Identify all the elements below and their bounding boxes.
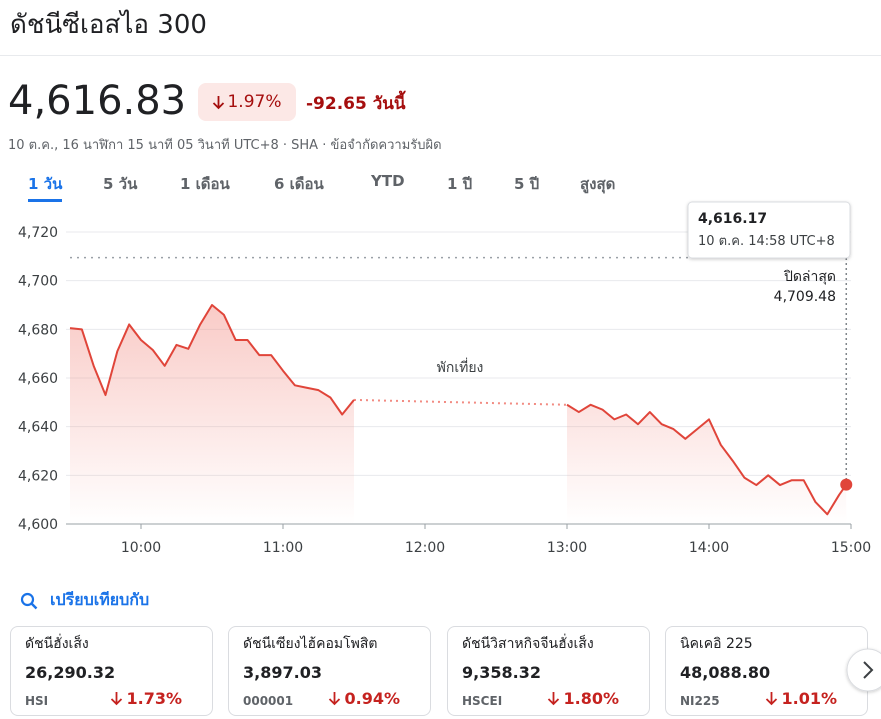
- area: [70, 305, 847, 524]
- x-tick-label: 11:00: [263, 540, 303, 556]
- y-tick-label: 4,720: [18, 225, 58, 241]
- tooltip-date: 10 ต.ค. 14:58 UTC+8: [698, 234, 835, 249]
- compare-link[interactable]: เปรียบเทียบกับ: [20, 588, 149, 613]
- index-name: ดัชนีฮั่งเส็ง: [25, 636, 89, 652]
- index-change: 1.01%: [765, 689, 837, 708]
- x-tick-label: 15:00: [831, 540, 871, 556]
- y-tick-label: 4,640: [18, 420, 58, 436]
- down-arrow: [766, 692, 778, 706]
- price-line: [69, 304, 848, 516]
- previous-close-label: ปิดล่าสุด: [783, 269, 836, 285]
- index-name: ดัชนีเซียงไฮ้คอมโพสิต: [243, 636, 378, 652]
- index-symbol: HSI: [25, 694, 49, 708]
- change-percent: 1.73%: [126, 689, 182, 708]
- index-name: ดัชนีวิสาหกิจจีนฮั่งเส็ง: [462, 636, 594, 652]
- range-tabs: 1 วัน 5 วัน 1 เดือน 6 เดือน YTD 1 ปี 5 ปี สูงสุ…: [0, 170, 881, 202]
- change-value: -92.65: [306, 94, 367, 114]
- y-tick-label: 4,700: [18, 274, 58, 290]
- break-connector: [353, 398, 568, 406]
- price: 4,616.83: [8, 78, 187, 124]
- index-change: 0.94%: [328, 689, 400, 708]
- index-value: 26,290.32: [25, 663, 116, 682]
- change-percent: 1.01%: [781, 689, 837, 708]
- change-badge: 1.97%: [198, 83, 296, 121]
- next-button[interactable]: [842, 644, 881, 696]
- compare-card[interactable]: ดัชนีวิสาหกิจจีนฮั่งเส็ง 9,358.32 HSCEI …: [447, 626, 650, 716]
- tooltip-box: [687, 201, 851, 259]
- y-tick-label: 4,660: [18, 371, 58, 387]
- down-arrow: [213, 95, 225, 109]
- change-percent: 1.97%: [227, 92, 282, 112]
- down-arrow: [329, 692, 341, 706]
- index-value: 48,088.80: [680, 663, 771, 682]
- range-tab[interactable]: 5 วัน: [103, 175, 138, 193]
- last-point: [840, 478, 853, 491]
- index-symbol: 000001: [243, 694, 294, 708]
- y-tick-label: 4,600: [18, 517, 58, 533]
- range-tab[interactable]: 5 ปี: [514, 175, 540, 193]
- subtitle: 10 ต.ค., 16 นาฬิกา 15 นาที 05 วินาที UTC…: [8, 138, 442, 153]
- index-symbol: HSCEI: [462, 694, 503, 708]
- tooltip-value: 4,616.17: [698, 211, 767, 227]
- compare-title: เปรียบเทียบกับ: [50, 590, 150, 609]
- index-value: 3,897.03: [243, 663, 322, 682]
- tooltip: 4,616.17 10 ต.ค. 14:58 UTC+8: [687, 201, 851, 259]
- index-symbol: NI225: [680, 694, 720, 708]
- x-tick-label: 14:00: [689, 540, 729, 556]
- compare-card[interactable]: ดัชนีฮั่งเส็ง 26,290.32 HSI 1.73%: [10, 626, 213, 716]
- change-period: วันนี้: [372, 94, 406, 114]
- chart: 4,600 4,620 4,640 4,660 4,680 4,700 4,720 10:00…: [18, 201, 871, 556]
- previous-close-value: 4,709.48: [774, 289, 836, 305]
- index-value: 9,358.32: [462, 663, 541, 682]
- page-title: ดัชนีซีเอสไอ 300: [10, 10, 207, 40]
- break-annotation: พักเที่ยง: [437, 358, 484, 376]
- range-tab[interactable]: 1 เดือน: [180, 175, 230, 193]
- change-percent: 0.94%: [344, 689, 400, 708]
- range-tab[interactable]: 1 วัน: [28, 172, 63, 202]
- x-tick-label: 10:00: [121, 540, 161, 556]
- compare-card[interactable]: ดัชนีเซียงไฮ้คอมโพสิต 3,897.03 000001 0.…: [228, 626, 431, 716]
- range-tab[interactable]: 1 ปี: [447, 175, 473, 193]
- change: -92.65 วันนี้: [306, 90, 406, 117]
- search-icon: [20, 592, 38, 609]
- index-change: 1.73%: [110, 689, 182, 708]
- down-arrow: [548, 692, 560, 706]
- compare-card[interactable]: นิคเคอิ 225 48,088.80 NI225 1.01%: [665, 626, 868, 716]
- range-tab[interactable]: สูงสุด: [580, 175, 616, 193]
- divider: [0, 55, 881, 56]
- change-percent: 1.80%: [563, 689, 619, 708]
- range-tab[interactable]: 6 เดือน: [274, 175, 324, 193]
- y-tick-label: 4,620: [18, 468, 58, 484]
- x-tick-label: 13:00: [547, 540, 587, 556]
- down-arrow: [111, 692, 123, 706]
- y-tick-label: 4,680: [18, 322, 58, 338]
- index-name: นิคเคอิ 225: [680, 636, 753, 652]
- index-change: 1.80%: [547, 689, 619, 708]
- x-tick-label: 12:00: [405, 540, 445, 556]
- range-tab[interactable]: YTD: [371, 172, 405, 190]
